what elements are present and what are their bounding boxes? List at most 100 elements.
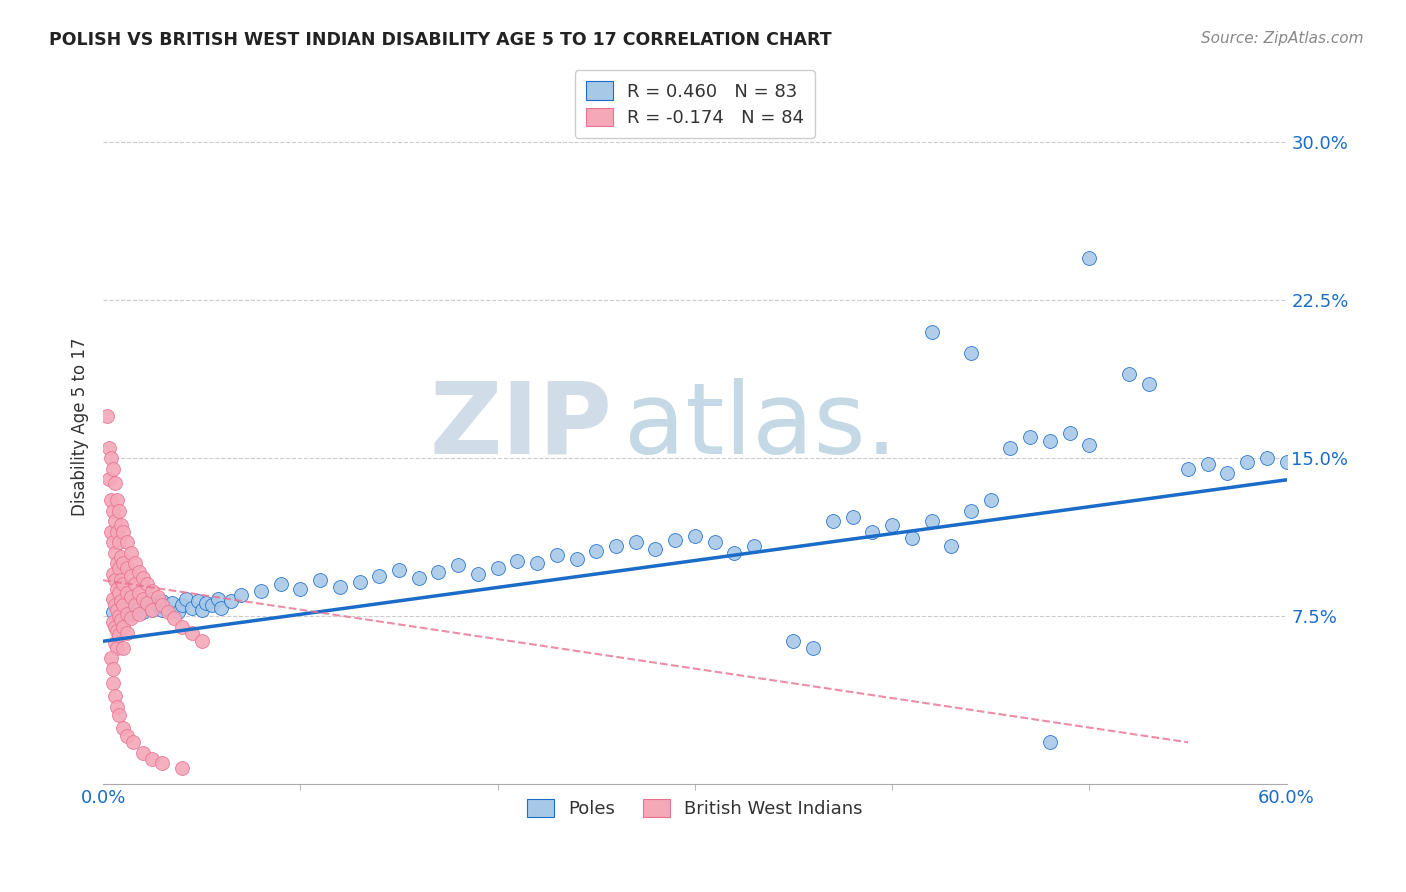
Point bbox=[190, 634, 212, 648]
Point bbox=[111, 640, 134, 655]
Point bbox=[150, 599, 173, 613]
Point bbox=[115, 594, 138, 608]
Point bbox=[980, 493, 1002, 508]
Point bbox=[250, 583, 273, 598]
Point bbox=[150, 594, 173, 608]
Point bbox=[108, 560, 131, 574]
Text: atlas.: atlas. bbox=[624, 378, 897, 475]
Point bbox=[101, 504, 124, 518]
Point bbox=[124, 599, 146, 613]
Point bbox=[1216, 466, 1239, 480]
Point bbox=[101, 676, 124, 690]
Point bbox=[128, 607, 150, 621]
Text: ZIP: ZIP bbox=[429, 378, 612, 475]
Point bbox=[170, 599, 193, 613]
Point bbox=[124, 577, 146, 591]
Point bbox=[190, 602, 212, 616]
Point bbox=[128, 586, 150, 600]
Point bbox=[111, 721, 134, 735]
Point bbox=[624, 535, 647, 549]
Point bbox=[111, 524, 134, 539]
Point bbox=[170, 619, 193, 633]
Point bbox=[108, 708, 131, 723]
Point bbox=[860, 524, 883, 539]
Point bbox=[108, 609, 131, 624]
Point bbox=[96, 409, 118, 423]
Point bbox=[98, 472, 121, 486]
Point bbox=[605, 540, 627, 554]
Point bbox=[1059, 425, 1081, 440]
Point bbox=[290, 582, 312, 596]
Point bbox=[180, 625, 202, 640]
Point bbox=[135, 596, 157, 610]
Point bbox=[221, 594, 243, 608]
Point bbox=[104, 476, 127, 491]
Point bbox=[101, 605, 124, 619]
Point bbox=[101, 566, 124, 581]
Point bbox=[960, 345, 983, 359]
Point bbox=[104, 573, 127, 587]
Point bbox=[104, 619, 127, 633]
Point bbox=[170, 761, 193, 775]
Point bbox=[135, 596, 157, 610]
Point bbox=[110, 573, 132, 587]
Point bbox=[120, 590, 142, 604]
Point bbox=[1236, 455, 1258, 469]
Point bbox=[111, 592, 134, 607]
Point bbox=[131, 746, 153, 760]
Point bbox=[1275, 455, 1298, 469]
Point bbox=[105, 640, 128, 655]
Point bbox=[207, 592, 229, 607]
Text: Source: ZipAtlas.com: Source: ZipAtlas.com bbox=[1201, 31, 1364, 46]
Point bbox=[368, 569, 391, 583]
Point bbox=[447, 558, 470, 573]
Point bbox=[155, 600, 177, 615]
Point bbox=[115, 560, 138, 574]
Point bbox=[194, 596, 217, 610]
Point bbox=[664, 533, 686, 548]
Point bbox=[101, 662, 124, 676]
Point bbox=[110, 594, 132, 608]
Point bbox=[105, 699, 128, 714]
Point bbox=[1039, 434, 1062, 449]
Point bbox=[1177, 461, 1199, 475]
Point bbox=[111, 557, 134, 571]
Point bbox=[100, 493, 122, 508]
Point bbox=[128, 600, 150, 615]
Point bbox=[110, 613, 132, 627]
Point bbox=[901, 531, 924, 545]
Point bbox=[105, 624, 128, 638]
Point bbox=[115, 602, 138, 616]
Point bbox=[231, 588, 253, 602]
Point bbox=[131, 592, 153, 607]
Point bbox=[467, 566, 489, 581]
Point bbox=[270, 577, 292, 591]
Point bbox=[1039, 735, 1062, 749]
Point bbox=[105, 493, 128, 508]
Point bbox=[104, 636, 127, 650]
Point bbox=[108, 535, 131, 549]
Point bbox=[105, 524, 128, 539]
Point bbox=[101, 461, 124, 475]
Point bbox=[104, 689, 127, 703]
Point bbox=[1256, 451, 1278, 466]
Point bbox=[1078, 438, 1101, 452]
Point bbox=[128, 565, 150, 579]
Point bbox=[98, 441, 121, 455]
Point bbox=[101, 535, 124, 549]
Point bbox=[742, 540, 765, 554]
Point bbox=[131, 571, 153, 585]
Point bbox=[309, 573, 332, 587]
Point bbox=[644, 541, 666, 556]
Point bbox=[1315, 458, 1337, 472]
Point bbox=[1118, 367, 1140, 381]
Point bbox=[941, 540, 963, 554]
Point bbox=[104, 599, 127, 613]
Point bbox=[120, 569, 142, 583]
Point bbox=[921, 514, 943, 528]
Point bbox=[157, 605, 180, 619]
Point bbox=[115, 607, 138, 621]
Point bbox=[148, 599, 170, 613]
Point bbox=[880, 518, 903, 533]
Point bbox=[408, 571, 430, 585]
